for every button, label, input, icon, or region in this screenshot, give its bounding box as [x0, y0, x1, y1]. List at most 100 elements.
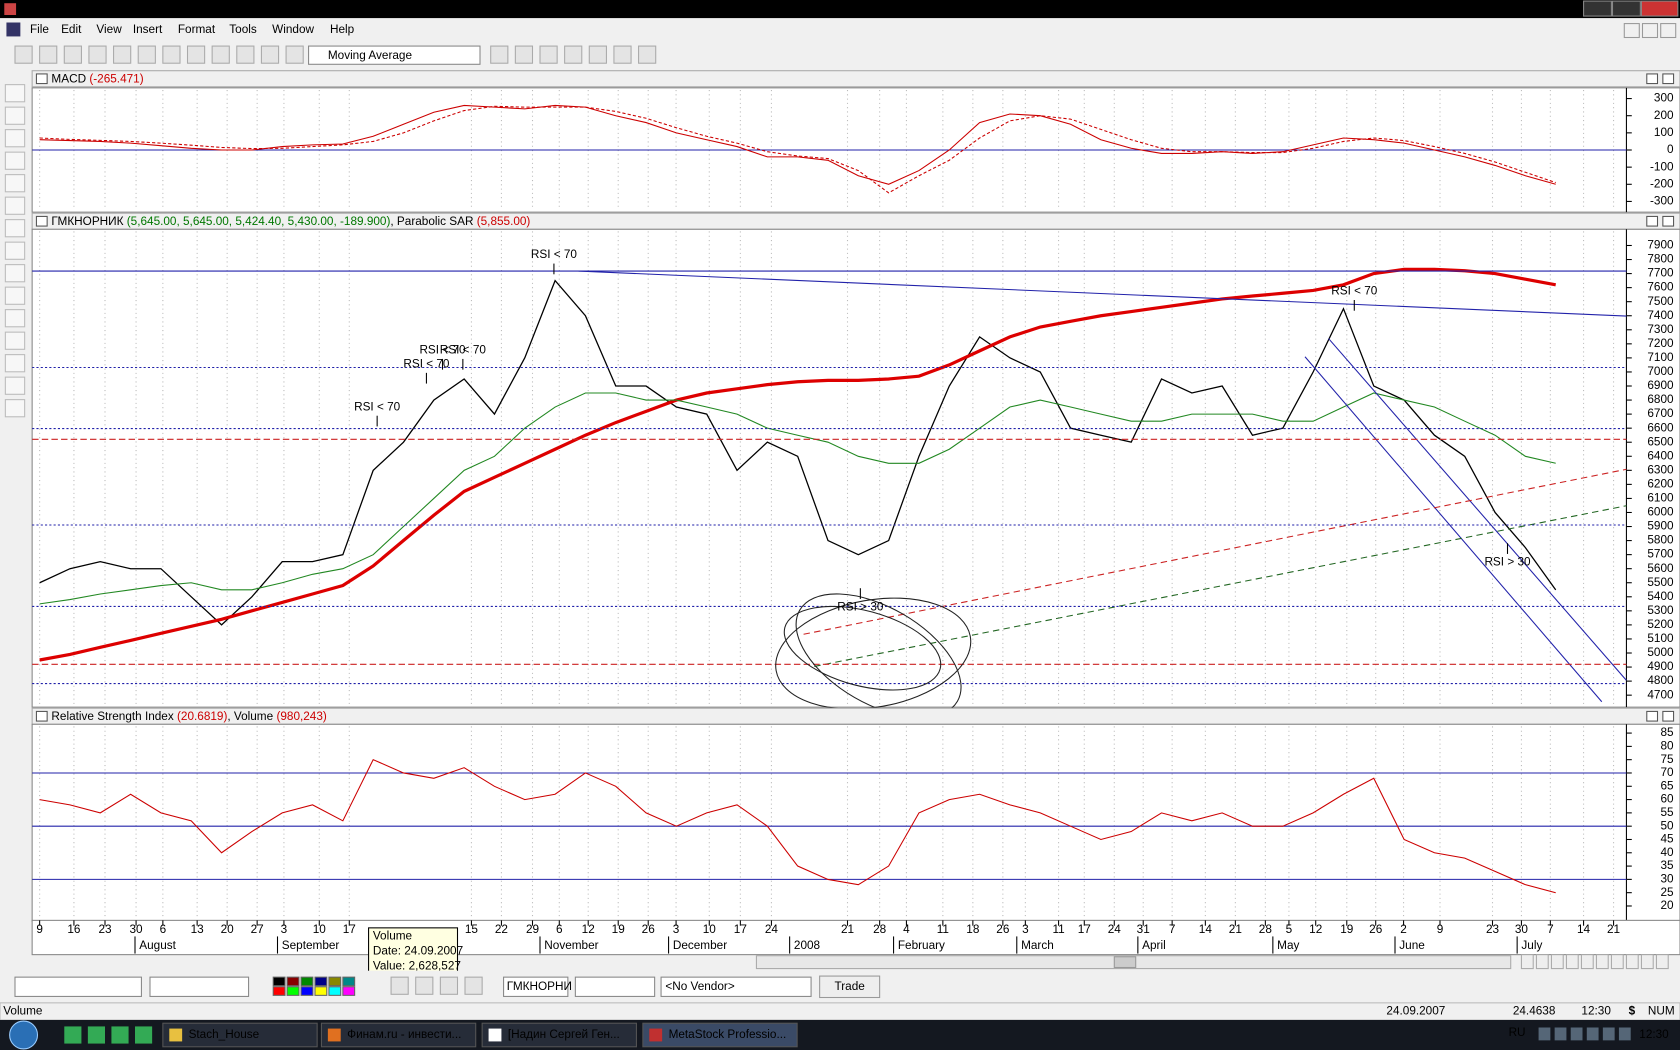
- pane-close[interactable]: [1662, 215, 1675, 227]
- color-swatch[interactable]: [314, 986, 328, 996]
- pane-maximize[interactable]: [1646, 73, 1659, 85]
- nav-button[interactable]: [1550, 954, 1564, 970]
- drawing-tool[interactable]: [4, 376, 26, 395]
- color-swatch[interactable]: [342, 976, 356, 987]
- menu-item[interactable]: Insert: [133, 23, 163, 36]
- drawing-tool[interactable]: [4, 309, 26, 328]
- menu-item[interactable]: File: [30, 23, 49, 36]
- toolbar-button[interactable]: [260, 45, 280, 64]
- taskbar-label[interactable]: Финам.ru - инвести...: [347, 1028, 461, 1041]
- drawing-tool[interactable]: [4, 241, 26, 260]
- toolbar-button[interactable]: [137, 45, 156, 64]
- toolbar-button[interactable]: [439, 976, 459, 995]
- toolbar-button[interactable]: [186, 45, 206, 64]
- drawing-tool[interactable]: [4, 84, 26, 103]
- taskbar-button[interactable]: [481, 1022, 637, 1048]
- menu-item[interactable]: Window: [272, 23, 314, 36]
- toolbar-button[interactable]: [514, 45, 534, 64]
- doc-close[interactable]: [1660, 23, 1677, 39]
- drawing-tool[interactable]: [4, 399, 26, 418]
- color-swatch[interactable]: [286, 986, 300, 996]
- nav-button[interactable]: [1610, 954, 1624, 970]
- color-swatch[interactable]: [286, 976, 300, 987]
- toolbar-button[interactable]: [490, 45, 509, 64]
- doc-minimize[interactable]: [1623, 23, 1640, 39]
- toolbar-button[interactable]: [236, 45, 255, 64]
- tray-icon[interactable]: [1570, 1027, 1583, 1041]
- doc-restore[interactable]: [1641, 23, 1659, 39]
- toolbar-button[interactable]: [88, 45, 107, 64]
- symbol-box[interactable]: [503, 976, 569, 997]
- taskbar-label[interactable]: [Надин Сергей Ген...: [508, 1028, 620, 1041]
- toolbar-button[interactable]: [113, 45, 132, 64]
- drawing-tool[interactable]: [4, 106, 26, 125]
- menu-item[interactable]: View: [96, 23, 122, 36]
- pane-maximize[interactable]: [1646, 215, 1659, 227]
- tray-icon[interactable]: [1586, 1027, 1599, 1041]
- toolbar-button[interactable]: [14, 45, 33, 64]
- drawing-tool[interactable]: [4, 264, 26, 283]
- pane-close[interactable]: [1662, 710, 1675, 722]
- quick-launch[interactable]: [135, 1026, 153, 1044]
- tray-icon[interactable]: [1538, 1027, 1551, 1041]
- toolbar-button[interactable]: [211, 45, 230, 64]
- color-swatch[interactable]: [314, 976, 328, 987]
- start-button[interactable]: [9, 1020, 39, 1050]
- toolbar-button[interactable]: [464, 976, 483, 995]
- drawing-tool[interactable]: [4, 219, 26, 238]
- quick-launch[interactable]: [64, 1026, 82, 1044]
- nav-button[interactable]: [1520, 954, 1534, 970]
- color-swatch[interactable]: [272, 986, 286, 996]
- trade-label[interactable]: Trade: [834, 980, 865, 993]
- nav-button[interactable]: [1580, 954, 1594, 970]
- period-dropdown[interactable]: [574, 976, 656, 997]
- close-button[interactable]: [1640, 0, 1679, 17]
- toolbar-button[interactable]: [39, 45, 58, 64]
- toolbar-button[interactable]: [162, 45, 181, 64]
- tray-icon[interactable]: [1602, 1027, 1615, 1041]
- nav-button[interactable]: [1565, 954, 1579, 970]
- nav-button[interactable]: [1640, 954, 1654, 970]
- color-swatch[interactable]: [300, 986, 314, 996]
- color-swatch[interactable]: [272, 976, 286, 987]
- drawing-tool[interactable]: [4, 354, 26, 373]
- indicator-dropdown[interactable]: [308, 45, 481, 65]
- language-indicator[interactable]: RU: [1509, 1026, 1526, 1039]
- color-swatch[interactable]: [328, 976, 342, 987]
- menu-item[interactable]: Help: [330, 23, 355, 36]
- nav-button[interactable]: [1625, 954, 1639, 970]
- taskbar-label[interactable]: Stach_House: [189, 1028, 260, 1041]
- toolbar-button[interactable]: [63, 45, 82, 64]
- line-width-dropdown[interactable]: [149, 976, 250, 997]
- toolbar-button[interactable]: [588, 45, 607, 64]
- color-swatch[interactable]: [328, 986, 342, 996]
- nav-button[interactable]: [1595, 954, 1609, 970]
- taskbar-button[interactable]: [162, 1022, 318, 1048]
- pane-maximize[interactable]: [1646, 710, 1659, 722]
- menu-item[interactable]: Edit: [61, 23, 82, 36]
- taskbar-button[interactable]: [642, 1022, 798, 1048]
- tray-icon[interactable]: [1618, 1027, 1631, 1041]
- taskbar-label[interactable]: MetaStock Professio...: [669, 1028, 787, 1041]
- drawing-tool[interactable]: [4, 196, 26, 215]
- nav-button[interactable]: [1655, 954, 1669, 970]
- toolbar-button[interactable]: [285, 45, 304, 64]
- scroll-thumb[interactable]: [1113, 956, 1137, 969]
- line-style-dropdown[interactable]: [14, 976, 142, 997]
- toolbar-button[interactable]: [415, 976, 434, 995]
- drawing-tool[interactable]: [4, 151, 26, 170]
- minimize-button[interactable]: [1583, 0, 1612, 17]
- toolbar-button[interactable]: [564, 45, 583, 64]
- vendor-dropdown[interactable]: [660, 976, 812, 997]
- quick-launch[interactable]: [87, 1026, 105, 1044]
- color-swatch[interactable]: [342, 986, 356, 996]
- maximize-button[interactable]: [1611, 0, 1641, 17]
- nav-button[interactable]: [1535, 954, 1549, 970]
- toolbar-button[interactable]: [539, 45, 558, 64]
- toolbar-button[interactable]: [638, 45, 657, 64]
- toolbar-button[interactable]: [613, 45, 632, 64]
- drawing-tool[interactable]: [4, 129, 26, 148]
- drawing-tool[interactable]: [4, 331, 26, 350]
- pane-close[interactable]: [1662, 73, 1675, 85]
- drawing-tool[interactable]: [4, 174, 26, 193]
